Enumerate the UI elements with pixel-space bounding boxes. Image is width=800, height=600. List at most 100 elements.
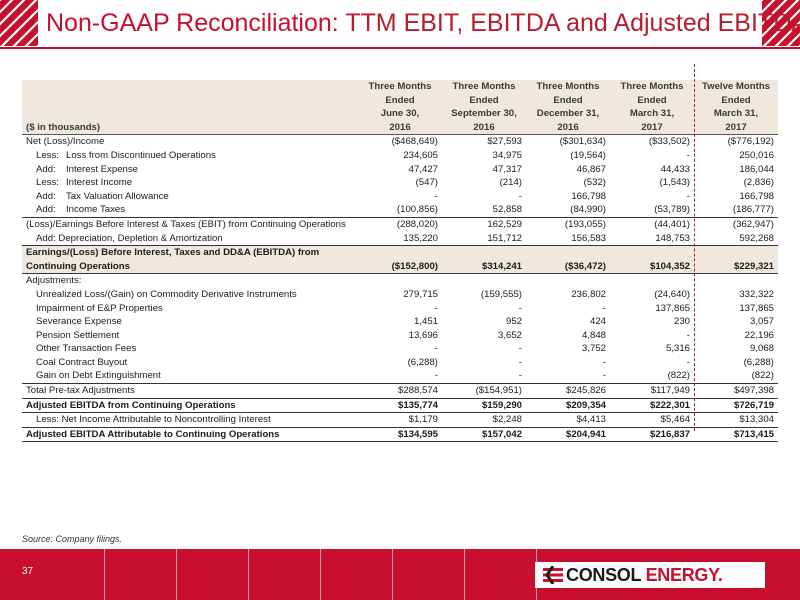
row-prefix: Add: xyxy=(36,163,56,175)
row-label: Total Pre-tax Adjustments xyxy=(22,383,358,399)
row-label: Adjusted EBITDA Attributable to Continui… xyxy=(22,426,358,443)
row-value: - xyxy=(518,370,522,382)
col-header-l3: June 30, xyxy=(358,107,442,121)
row-value: 47,427 xyxy=(408,163,438,175)
row-value: $222,301 xyxy=(610,397,694,414)
row-value: $204,941 xyxy=(526,426,610,443)
row-label: Pension Settlement xyxy=(36,329,120,341)
col-header-year: 2016 xyxy=(358,120,442,136)
table-row: Coal Contract Buyout (6,288) - - - (6,28… xyxy=(22,356,778,370)
row-label: Earnings/(Loss) Before Interest, Taxes a… xyxy=(22,245,358,260)
row-value: 3,057 xyxy=(749,316,774,328)
row-value: (532) xyxy=(583,177,606,189)
title-rule xyxy=(0,47,800,49)
row-value: $159,290 xyxy=(442,397,526,414)
col-header-l3: March 31, xyxy=(610,107,694,121)
table-row: Unrealized Loss/(Gain) on Commodity Deri… xyxy=(22,288,778,302)
row-value: (24,640) xyxy=(654,288,690,300)
col-header-l2: Ended xyxy=(358,93,442,108)
col-header-l1: Three Months xyxy=(610,80,694,94)
row-value: (822) xyxy=(751,370,774,382)
row-value: 166,798 xyxy=(739,190,774,202)
row-prefix: Add: xyxy=(36,190,56,202)
row-label: Net (Loss)/Income xyxy=(26,136,105,148)
table-row-ebitda: Continuing Operations ($152,800) $314,24… xyxy=(22,259,778,274)
row-value: - xyxy=(686,356,690,368)
table-row: Add: Tax Valuation Allowance - - 166,798 … xyxy=(22,190,778,204)
header-row-2: Ended Ended Ended Ended Ended xyxy=(22,93,778,108)
row-label: Unrealized Loss/(Gain) on Commodity Deri… xyxy=(36,288,297,300)
page-number: 37 xyxy=(22,566,34,577)
col-header-l3: March 31, xyxy=(694,107,778,121)
row-value: $209,354 xyxy=(526,397,610,414)
row-label: Other Transaction Fees xyxy=(36,343,137,355)
row-value: (6,288) xyxy=(743,356,774,368)
logo-part1: CONSOL xyxy=(566,565,641,585)
page-title: Non-GAAP Reconciliation: TTM EBIT, EBITD… xyxy=(46,9,800,38)
row-value: - xyxy=(602,370,606,382)
col-header-year: 2017 xyxy=(694,120,778,136)
row-label: Coal Contract Buyout xyxy=(36,356,128,368)
row-label: Severance Expense xyxy=(36,316,122,328)
row-value: (53,789) xyxy=(654,204,690,216)
table-row: Pension Settlement 13,696 3,652 4,848 - … xyxy=(22,329,778,343)
table-row: Less: Interest Income (547) (214) (532) (… xyxy=(22,176,778,190)
table-row: Add: Interest Expense 47,427 47,317 46,86… xyxy=(22,163,778,177)
row-value: 236,802 xyxy=(571,288,606,300)
row-label: Add: Depreciation, Depletion & Amortizat… xyxy=(36,232,223,244)
footer-divider xyxy=(392,549,393,600)
row-value: 137,865 xyxy=(739,302,774,314)
source-note: Source: Company filings. xyxy=(22,534,123,544)
row-value: - xyxy=(434,302,438,314)
row-value: 44,433 xyxy=(660,163,690,175)
company-logo: CONSOL ENERGY. xyxy=(566,565,723,586)
reconciliation-table: Three Months Three Months Three Months T… xyxy=(22,80,778,443)
row-value: - xyxy=(686,149,690,161)
row-label: Continuing Operations xyxy=(22,259,358,274)
row-value: $229,321 xyxy=(694,259,778,274)
row-value: 34,975 xyxy=(492,149,522,161)
row-label: Less: Net Income Attributable to Noncont… xyxy=(36,414,271,426)
row-value: 424 xyxy=(589,316,606,328)
row-value: 3,652 xyxy=(497,329,522,341)
row-value: 230 xyxy=(673,316,690,328)
row-value: (100,856) xyxy=(396,204,438,216)
row-value: 166,798 xyxy=(571,190,606,202)
row-value: - xyxy=(518,343,522,355)
corner-stripes-right xyxy=(762,0,800,46)
row-value: 22,196 xyxy=(744,329,774,341)
table-row-adjustments-label: Adjustments: xyxy=(22,274,778,288)
row-label: Tax Valuation Allowance xyxy=(66,190,169,202)
row-value: 148,753 xyxy=(655,232,690,244)
row-value: - xyxy=(602,302,606,314)
row-value: (547) xyxy=(415,177,438,189)
col-header-l2: Ended xyxy=(694,93,778,108)
row-value: - xyxy=(434,370,438,382)
row-value: 332,322 xyxy=(739,288,774,300)
corner-stripes-left xyxy=(0,0,38,46)
row-value: $216,837 xyxy=(610,426,694,443)
row-value: 250,016 xyxy=(739,149,774,161)
table-row-ebit: (Loss)/Earnings Before Interest & Taxes … xyxy=(22,216,778,232)
row-value: $726,719 xyxy=(694,397,778,414)
col-header-l2: Ended xyxy=(610,93,694,108)
row-value: ($36,472) xyxy=(526,259,610,274)
row-label: Interest Expense xyxy=(66,163,138,175)
header-row-3: June 30, September 30, December 31, Marc… xyxy=(22,107,778,121)
row-value: 592,268 xyxy=(739,232,774,244)
row-prefix: Add: xyxy=(36,204,56,216)
table-row: Gain on Debt Extinguishment - - - (822) … xyxy=(22,369,778,383)
row-value: 9,068 xyxy=(749,343,774,355)
footer-divider xyxy=(464,549,465,600)
row-value: 47,317 xyxy=(492,163,522,175)
row-label: Adjustments: xyxy=(26,275,82,287)
row-value: $157,042 xyxy=(442,426,526,443)
row-value: 13,696 xyxy=(408,329,438,341)
row-value: (288,020) xyxy=(358,216,442,232)
row-value: 162,529 xyxy=(442,216,526,232)
row-value: - xyxy=(686,190,690,202)
row-value: (362,947) xyxy=(694,216,778,232)
row-value: ($776,192) xyxy=(727,136,774,148)
units-label: ($ in thousands) xyxy=(22,120,358,136)
row-value: 186,044 xyxy=(739,163,774,175)
